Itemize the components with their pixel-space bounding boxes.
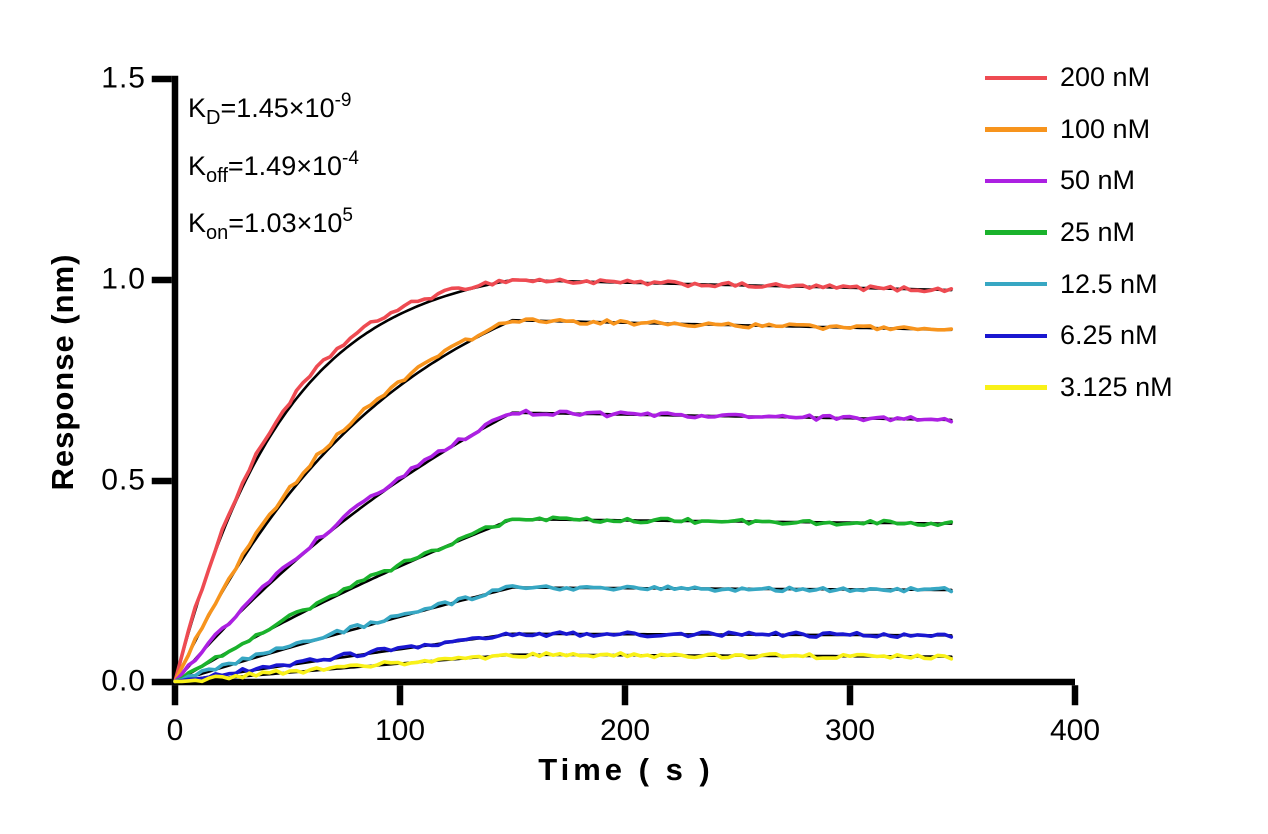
x-tick-label-100: 100 [374, 714, 426, 747]
sensorgram-12.5nM [173, 584, 954, 684]
koff-value: =1.49×10 [227, 150, 343, 181]
legend-line-swatch [985, 127, 1047, 132]
sensorgram-3.125nM [173, 651, 954, 684]
y-tick-label-0.0: 0.0 [101, 664, 146, 698]
legend-item: 25 nM [985, 207, 1173, 259]
kon-annotation: Kon=1.03×105 [188, 196, 359, 254]
kd-annotation: KD=1.45×10-9 [188, 81, 359, 139]
sensorgram-6.25nM [173, 630, 954, 684]
kd-subscript: D [206, 107, 221, 129]
legend-line-swatch [985, 178, 1047, 184]
y-tick-label-1.0: 1.0 [101, 262, 146, 296]
x-tick-label-300: 300 [824, 714, 876, 747]
y-tick-label-1.5: 1.5 [101, 61, 146, 95]
legend-item: 6.25 nM [985, 310, 1173, 362]
legend-item-label: 200 nM [1060, 62, 1151, 93]
legend-line-swatch [985, 230, 1047, 235]
fit-curve-100nM [173, 318, 953, 684]
koff-exponent: -4 [342, 147, 359, 169]
sensorgram-25nM [173, 515, 954, 684]
axes [151, 75, 1079, 706]
x-tick-label-400: 400 [1049, 714, 1101, 747]
legend-item: 12.5 nM [985, 258, 1173, 310]
kd-exponent: -9 [334, 90, 352, 111]
legend-line-swatch [985, 333, 1047, 339]
fit-curves [173, 278, 953, 684]
legend-item-label: 3.125 nM [1060, 371, 1173, 402]
sensorgram-50nM [173, 408, 954, 684]
legend-item: 100 nM [985, 104, 1173, 156]
kon-symbol: K [188, 208, 207, 238]
kon-exponent: 5 [342, 205, 353, 226]
legend: 200 nM 100 nM 50 nM 25 nM 12.5 nM 6.25 n… [985, 52, 1173, 413]
legend-item: 50 nM [985, 155, 1173, 207]
y-axis-title: Response (nm) [45, 253, 80, 491]
kd-value: =1.45×10 [220, 93, 335, 123]
fit-curve-50nM [173, 411, 953, 684]
legend-line-swatch [985, 281, 1047, 287]
x-axis-title: Time ( s ) [538, 752, 714, 787]
koff-symbol: K [188, 150, 207, 181]
koff-annotation: Koff=1.49×10-4 [188, 139, 359, 197]
legend-item-label: 50 nM [1060, 165, 1136, 196]
legend-item-label: 100 nM [1060, 113, 1151, 144]
koff-subscript: off [206, 164, 228, 187]
legend-item-label: 12.5 nM [1060, 268, 1158, 299]
legend-item-label: 25 nM [1060, 217, 1136, 248]
fit-curve-200nM [173, 278, 953, 684]
legend-item: 3.125 nM [985, 362, 1173, 414]
sensorgram-200nM [173, 277, 954, 684]
kd-symbol: K [188, 93, 207, 123]
kon-value: =1.03×10 [228, 208, 343, 238]
kinetic-constants-annotation: KD=1.45×10-9 Koff=1.49×10-4 Kon=1.03×105 [188, 81, 359, 254]
legend-item: 200 nM [985, 52, 1173, 104]
legend-line-swatch [985, 75, 1047, 81]
sensorgram-100nM [173, 317, 954, 684]
x-tick-label-0: 0 [166, 714, 184, 747]
legend-item-label: 6.25 nM [1060, 320, 1158, 351]
data-curves [173, 277, 954, 684]
legend-line-swatch [985, 385, 1047, 390]
y-tick-label-0.5: 0.5 [101, 463, 146, 497]
x-tick-label-200: 200 [599, 714, 651, 747]
kon-subscript: on [206, 222, 229, 244]
